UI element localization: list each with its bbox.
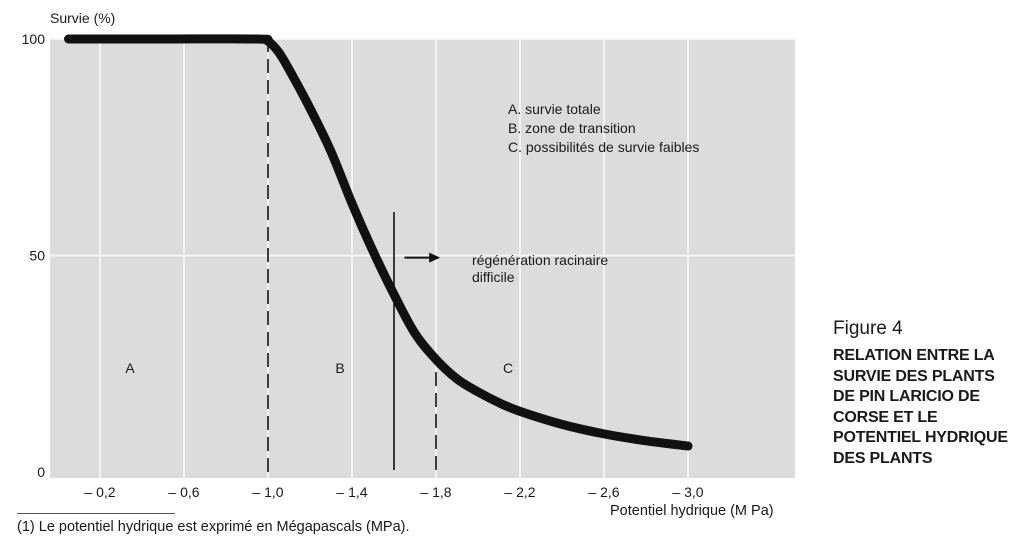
x-tick-label: – 1,0 <box>252 484 283 500</box>
zone-boundaries <box>267 38 437 478</box>
zone-label-b: B <box>335 360 344 376</box>
y-axis-ticks: 0 50 100 <box>22 31 46 480</box>
zone-labels: A B C <box>125 360 513 376</box>
y-tick-label: 0 <box>37 464 45 480</box>
figure-number: Figure 4 <box>833 318 903 339</box>
legend-item-c: C. possibilités de survie faibles <box>508 139 699 155</box>
annotation-line-2: difficile <box>472 269 515 285</box>
annotation-regeneration: régénération racinaire difficile <box>404 252 608 285</box>
x-tick-label: – 0,2 <box>84 484 115 500</box>
arrow-head-icon <box>429 252 441 263</box>
x-tick-label: – 1,8 <box>420 484 451 500</box>
x-axis-label: Potentiel hydrique (M Pa) <box>610 503 774 519</box>
figure-title: RELATION ENTRE LA SURVIE DES PLANTS DE P… <box>833 347 1008 467</box>
y-axis-label: Survie (%) <box>50 10 115 26</box>
legend-item-b: B. zone de transition <box>508 120 636 136</box>
zone-label-a: A <box>125 360 135 376</box>
x-tick-label: – 3,0 <box>672 484 703 500</box>
x-tick-label: – 0,6 <box>168 484 199 500</box>
zone-label-c: C <box>503 360 513 376</box>
footnote: (1) Le potentiel hydrique est exprimé en… <box>17 519 410 535</box>
y-tick-label: 100 <box>22 31 46 47</box>
figure-caption: Figure 4 RELATION ENTRE LA SURVIE DES PL… <box>833 318 1018 469</box>
x-tick-label: – 2,6 <box>588 484 619 500</box>
y-tick-label: 50 <box>29 248 45 264</box>
legend: A. survie totale B. zone de transition C… <box>508 101 699 155</box>
legend-item-a: A. survie totale <box>508 101 601 117</box>
survival-curve <box>64 34 693 451</box>
x-axis-ticks: – 0,2 – 0,6 – 1,0 – 1,4 – 1,8 – 2,2 – 2,6 – 3,0 <box>84 484 703 500</box>
footnote-divider <box>17 513 175 514</box>
x-tick-label: – 2,2 <box>504 484 535 500</box>
annotation-line-1: régénération racinaire <box>472 252 608 268</box>
x-tick-label: – 1,4 <box>336 484 367 500</box>
